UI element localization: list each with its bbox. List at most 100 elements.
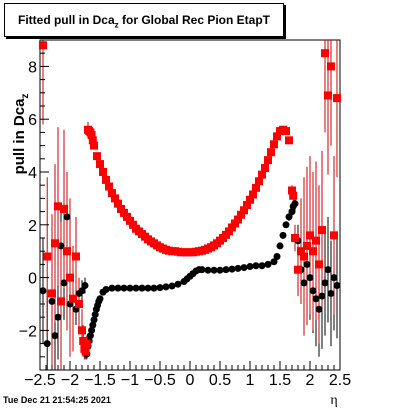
sigma-point	[114, 199, 122, 208]
mean-point	[162, 283, 170, 291]
x-axis-label: η	[330, 393, 337, 408]
data-points	[39, 41, 341, 358]
sigma-point	[105, 182, 113, 191]
mean-point	[276, 242, 284, 250]
mean-point	[126, 284, 134, 292]
mean-point	[315, 305, 323, 313]
mean-point	[318, 292, 326, 300]
sigma-point	[51, 239, 59, 248]
sigma-point	[306, 231, 314, 240]
sigma-point	[288, 186, 296, 195]
x-tick-label: −1.5	[84, 372, 116, 389]
y-tick-label: 2	[28, 218, 37, 235]
mean-point	[90, 316, 98, 324]
mean-point	[273, 252, 281, 260]
sigma-point	[327, 62, 335, 71]
sigma-point	[273, 132, 281, 141]
mean-point	[210, 266, 218, 274]
mean-point	[60, 279, 68, 287]
sigma-point	[249, 190, 257, 199]
mean-point	[216, 266, 224, 274]
sigma-point	[240, 206, 248, 215]
mean-point	[48, 297, 56, 305]
mean-point	[43, 340, 51, 348]
mean-point	[96, 295, 104, 303]
mean-point	[51, 332, 59, 340]
mean-point	[270, 258, 278, 266]
mean-point	[89, 321, 97, 329]
mean-point	[156, 284, 164, 292]
y-axis-label-sub: z	[20, 94, 31, 99]
mean-point	[88, 326, 96, 334]
x-axis-ticks: −2.5 −2 −1.5 −1 −0.5 0 0.5 1 1.5 2 2.5	[24, 361, 351, 389]
mean-point	[234, 264, 242, 272]
sigma-point	[54, 202, 62, 211]
sigma-point	[237, 210, 245, 219]
mean-point	[57, 242, 65, 250]
sigma-point	[66, 273, 74, 282]
mean-point	[174, 280, 182, 288]
mean-point	[150, 284, 158, 292]
mean-point	[228, 265, 236, 273]
mean-point	[198, 266, 206, 274]
mean-point	[300, 279, 308, 287]
sigma-point	[282, 127, 290, 136]
mean-point	[168, 282, 176, 290]
sigma-point	[294, 265, 302, 274]
mean-point	[63, 213, 71, 221]
mean-point	[303, 260, 311, 268]
sigma-point	[102, 175, 110, 184]
x-tick-label: 2.5	[329, 372, 351, 389]
sigma-point	[291, 234, 299, 242]
sigma-point	[87, 131, 96, 140]
sigma-point	[96, 160, 104, 169]
sigma-point	[303, 241, 311, 250]
y-tick-label: 6	[28, 112, 37, 129]
mean-point	[312, 295, 320, 303]
mean-point	[252, 262, 260, 270]
y-axis-ticks: −2 0 2 4 6 8	[19, 39, 49, 371]
mean-point	[330, 274, 338, 282]
sigma-point	[111, 194, 119, 203]
chart-title-suffix: for Global Rec Pion EtapT	[118, 13, 271, 27]
sigma-point	[60, 204, 68, 213]
chart-title-box: Fitted pull in Dcaz for Global Rec Pion …	[4, 3, 284, 37]
x-tick-label: −1	[121, 372, 139, 389]
y-tick-label: 0	[28, 271, 37, 288]
mean-point	[324, 266, 332, 274]
mean-point	[285, 213, 293, 221]
sigma-point	[57, 297, 65, 306]
x-tick-label: 0	[186, 372, 195, 389]
mean-point	[327, 289, 335, 297]
chart-title-sub: z	[114, 20, 119, 30]
sigma-point	[285, 136, 293, 145]
sigma-point	[90, 141, 98, 150]
sigma-point	[252, 183, 260, 192]
mean-point	[321, 279, 329, 287]
sigma-point	[318, 226, 326, 235]
sigma-point	[39, 41, 47, 50]
sigma-point	[93, 152, 101, 161]
y-axis-label: pull in Dcaz	[11, 94, 31, 175]
y-tick-label: 8	[28, 59, 37, 76]
x-tick-label: −2	[61, 372, 79, 389]
sigma-point	[75, 300, 83, 308]
sigma-point	[321, 49, 329, 58]
y-tick-label: −2	[19, 323, 37, 340]
y-axis-label-main: pull in Dca	[11, 98, 28, 175]
sigma-point	[330, 231, 338, 240]
sigma-point	[246, 195, 254, 204]
mean-point	[264, 260, 272, 268]
sigma-point	[69, 294, 77, 303]
chart-title: Fitted pull in Dcaz for Global Rec Pion …	[5, 13, 283, 29]
mean-point	[258, 262, 266, 270]
sigma-point	[234, 215, 242, 224]
mean-point	[102, 285, 110, 293]
x-tick-label: −2.5	[24, 372, 56, 389]
sigma-point	[48, 289, 56, 298]
sigma-point	[258, 170, 266, 179]
mean-point	[282, 221, 290, 229]
sigma-point	[99, 168, 107, 176]
mean-point	[279, 231, 287, 239]
sigma-point	[43, 252, 52, 261]
